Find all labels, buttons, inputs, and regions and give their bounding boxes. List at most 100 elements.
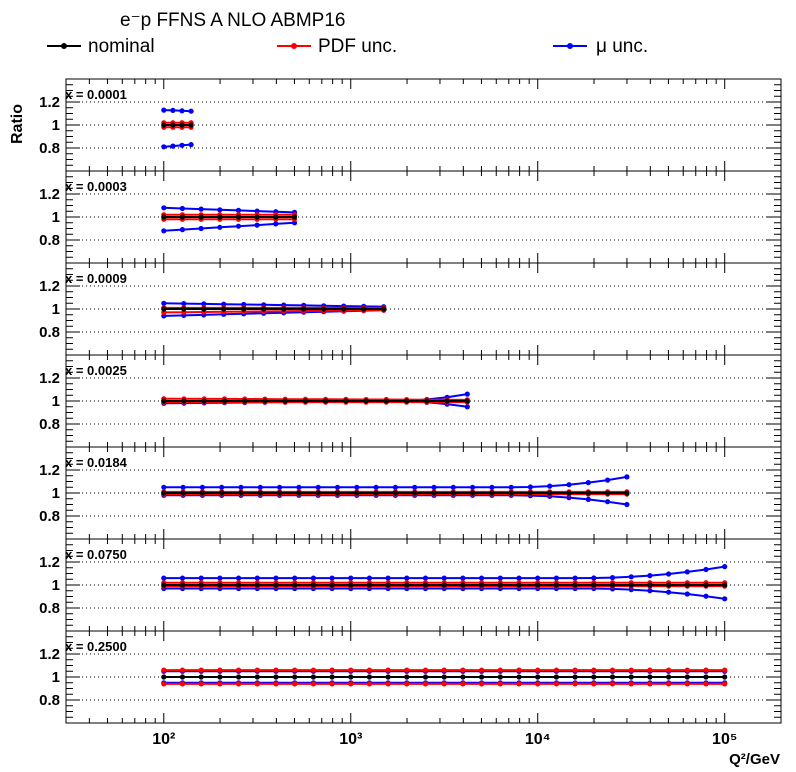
nominal-point xyxy=(572,674,578,680)
pdf-up-point xyxy=(703,667,709,673)
mu-up-point xyxy=(161,107,167,113)
x-tick-label: 10³ xyxy=(339,731,362,748)
nominal-point xyxy=(508,490,514,496)
nominal-point xyxy=(188,122,194,128)
mu-up-point xyxy=(310,575,316,581)
nominal-point xyxy=(217,582,223,588)
nominal-point xyxy=(381,306,387,312)
chart-title: e⁻p FFNS A NLO ABMP16 xyxy=(120,10,345,31)
pdf-up-point xyxy=(329,667,335,673)
nominal-point xyxy=(361,306,367,312)
panel-label: x = 0.0025 xyxy=(65,363,127,378)
nominal-point xyxy=(221,306,227,312)
nominal-point xyxy=(261,306,267,312)
nominal-point xyxy=(373,490,379,496)
mu-down-point xyxy=(179,142,185,148)
nominal-point xyxy=(198,214,204,220)
panel-label: x = 0.0750 xyxy=(65,547,127,562)
nominal-point xyxy=(628,674,634,680)
panels: 0.8 1 1.2 x = 0.0001 0.8 1 1.2 x = 0.0003 0.8 1 1.… xyxy=(39,78,782,724)
mu-up-point xyxy=(366,575,372,581)
nominal-point xyxy=(217,674,223,680)
panel-6: 0.8 1 1.2 x = 0.0750 xyxy=(39,538,782,632)
mu-up-point xyxy=(422,575,429,581)
mu-up-point xyxy=(585,480,591,486)
mu-up-point xyxy=(161,484,167,490)
nominal-point xyxy=(666,582,672,588)
pdf-up-point xyxy=(385,667,391,673)
pdf-down-point xyxy=(329,681,335,687)
nominal-point xyxy=(291,214,298,220)
mu-up-point xyxy=(441,575,447,581)
nominal-point xyxy=(277,490,283,496)
nominal-point xyxy=(179,122,185,128)
nominal-point xyxy=(647,582,653,588)
pdf-up-point xyxy=(684,667,690,673)
nominal-point xyxy=(535,674,541,680)
mu-down-point xyxy=(198,225,204,232)
mu-down-point xyxy=(217,224,223,230)
nominal-point xyxy=(310,582,316,588)
pdf-down-point xyxy=(666,681,672,687)
y-tick-label: 1 xyxy=(52,301,60,318)
mu-up-point xyxy=(217,575,223,581)
pdf-down-point xyxy=(254,681,260,687)
mu-up-point xyxy=(624,474,630,480)
pdf-up-point xyxy=(609,667,616,673)
pdf-down-point xyxy=(236,681,242,687)
y-tick-label: 1 xyxy=(52,485,60,502)
pdf-up-point xyxy=(254,667,260,673)
nominal-point xyxy=(302,398,308,404)
nominal-point xyxy=(281,306,287,312)
pdf-up-point xyxy=(273,667,279,673)
pdf-down-point xyxy=(217,681,223,687)
mu-up-point xyxy=(354,484,360,490)
nominal-point xyxy=(605,490,611,496)
mu-up-point xyxy=(508,484,514,490)
nominal-point xyxy=(273,214,279,220)
nominal-point xyxy=(161,214,167,220)
pdf-down-point xyxy=(385,681,391,687)
pdf-up-point xyxy=(310,667,316,673)
mu-up-point xyxy=(479,575,485,581)
panel-3: 0.8 1 1.2 x = 0.0009 xyxy=(39,262,782,356)
nominal-point xyxy=(444,398,450,404)
nominal-point xyxy=(479,582,485,588)
mu-up-point xyxy=(217,207,223,213)
y-tick-label: 1.2 xyxy=(39,278,60,295)
mu-down-point xyxy=(722,596,728,602)
y-tick-label: 0.8 xyxy=(39,324,60,341)
nominal-point xyxy=(161,122,167,128)
pdf-up-point xyxy=(404,667,410,673)
nominal-point xyxy=(348,674,354,680)
pdf-up-point xyxy=(198,667,204,673)
mu-up-point xyxy=(273,575,279,581)
nominal-point xyxy=(535,582,541,588)
mu-down-point xyxy=(179,227,185,233)
mu-up-point xyxy=(198,575,204,581)
nominal-point xyxy=(296,490,302,496)
mu-down-line xyxy=(163,143,192,148)
nominal-point xyxy=(198,674,204,680)
mu-up-point xyxy=(221,301,227,307)
mu-up-point xyxy=(404,575,410,581)
mu-up-point xyxy=(722,564,728,570)
pdf-down-point xyxy=(310,681,316,687)
nominal-point xyxy=(684,674,690,680)
mu-up-point xyxy=(292,575,298,581)
legend: nominal PDF unc. μ unc. xyxy=(47,36,648,57)
nominal-point xyxy=(180,490,186,496)
nominal-point xyxy=(254,582,260,588)
panel-label: x = 0.2500 xyxy=(65,639,127,654)
nominal-point xyxy=(497,674,503,680)
x-axis: 10² 10³ 10⁴ 10⁵ xyxy=(152,731,737,748)
mu-up-point xyxy=(392,484,398,490)
nominal-point xyxy=(566,490,572,496)
mu-down-point xyxy=(647,588,653,594)
pdf-down-point xyxy=(497,681,503,687)
nominal-point xyxy=(201,398,207,404)
mu-up-point xyxy=(609,575,616,581)
nominal-point xyxy=(310,674,316,680)
pdf-down-point xyxy=(553,681,560,687)
